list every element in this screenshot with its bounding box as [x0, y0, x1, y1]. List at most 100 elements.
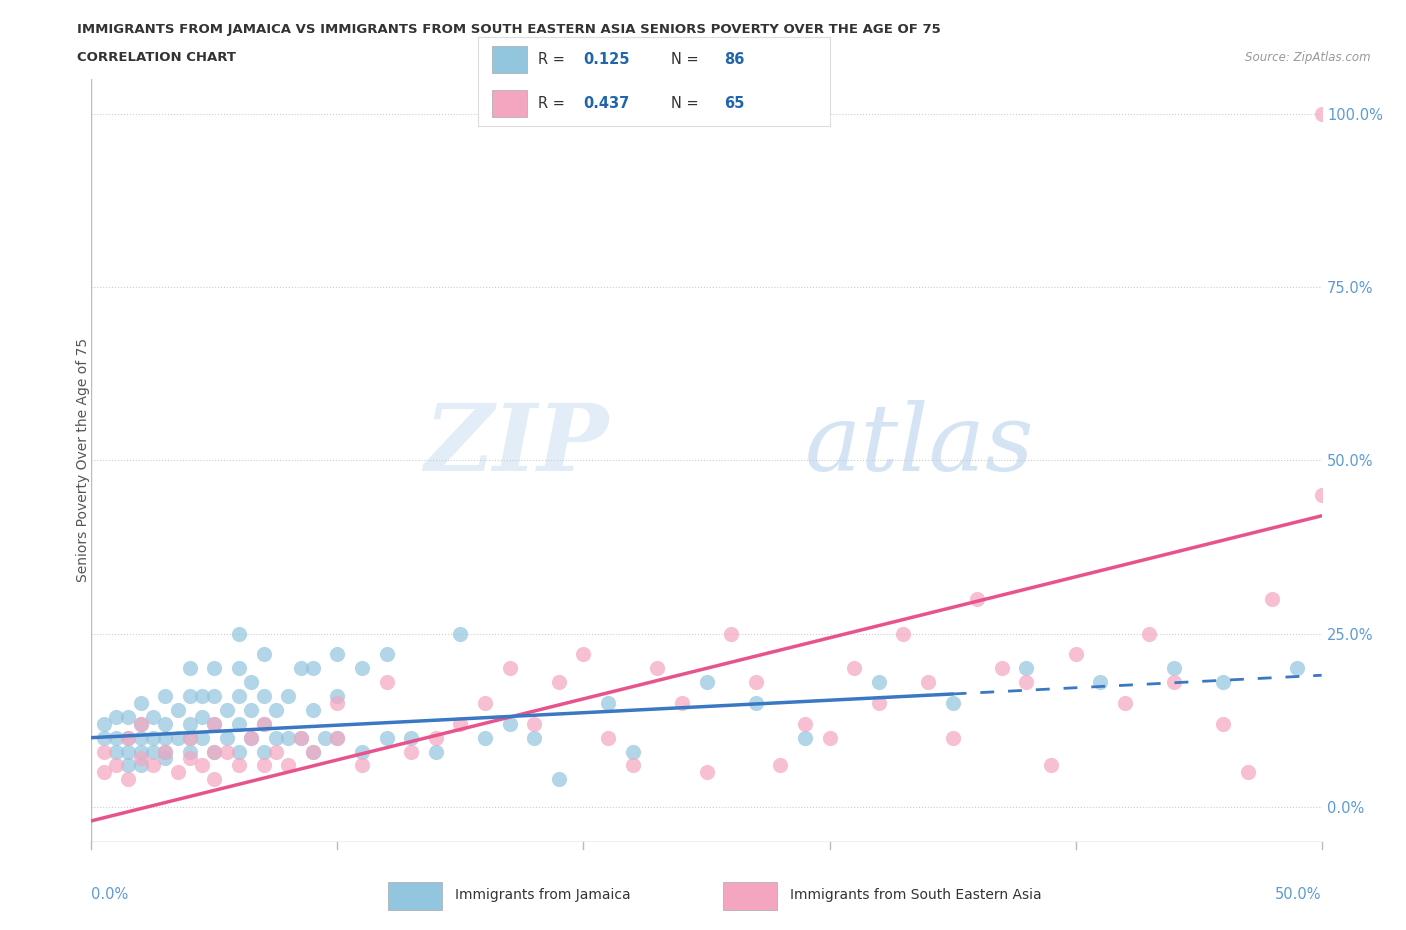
- Point: [1015, 661, 1038, 676]
- Point: [202, 716, 225, 731]
- Point: [117, 758, 139, 773]
- Point: [129, 751, 152, 766]
- Point: [129, 730, 152, 745]
- Point: [153, 751, 177, 766]
- Point: [253, 716, 276, 731]
- Point: [228, 744, 250, 759]
- Text: Immigrants from Jamaica: Immigrants from Jamaica: [456, 888, 631, 902]
- Point: [142, 758, 165, 773]
- Point: [547, 675, 569, 690]
- Point: [572, 647, 595, 662]
- Point: [191, 758, 214, 773]
- Point: [93, 744, 115, 759]
- FancyBboxPatch shape: [388, 883, 441, 910]
- Point: [105, 710, 127, 724]
- Point: [375, 730, 398, 745]
- Point: [129, 716, 152, 731]
- Point: [153, 730, 177, 745]
- Point: [179, 730, 201, 745]
- Text: 0.437: 0.437: [583, 96, 630, 111]
- Text: 0.0%: 0.0%: [91, 887, 128, 902]
- Point: [117, 710, 139, 724]
- Point: [117, 744, 139, 759]
- Point: [105, 730, 127, 745]
- Point: [264, 730, 287, 745]
- Point: [596, 730, 619, 745]
- Text: atlas: atlas: [804, 400, 1035, 490]
- Point: [191, 710, 214, 724]
- Point: [1015, 675, 1038, 690]
- Point: [375, 647, 398, 662]
- Point: [352, 661, 374, 676]
- Text: N =: N =: [672, 96, 703, 111]
- Point: [228, 758, 250, 773]
- Point: [1088, 675, 1111, 690]
- Point: [240, 730, 263, 745]
- Y-axis label: Seniors Poverty Over the Age of 75: Seniors Poverty Over the Age of 75: [76, 339, 90, 582]
- Point: [399, 730, 422, 745]
- Point: [769, 758, 792, 773]
- Point: [1212, 716, 1234, 731]
- Point: [1212, 675, 1234, 690]
- Point: [1064, 647, 1087, 662]
- Text: ZIP: ZIP: [423, 400, 607, 490]
- Point: [215, 730, 238, 745]
- Point: [93, 764, 115, 779]
- Point: [228, 688, 250, 703]
- Point: [105, 758, 127, 773]
- Point: [474, 696, 496, 711]
- Text: Source: ZipAtlas.com: Source: ZipAtlas.com: [1246, 51, 1371, 64]
- Point: [191, 730, 214, 745]
- Point: [352, 744, 374, 759]
- Point: [326, 688, 349, 703]
- Point: [301, 661, 323, 676]
- Point: [301, 744, 323, 759]
- Text: Immigrants from South Eastern Asia: Immigrants from South Eastern Asia: [790, 888, 1042, 902]
- Point: [240, 675, 263, 690]
- Point: [277, 688, 299, 703]
- Point: [153, 688, 177, 703]
- Text: N =: N =: [672, 52, 703, 67]
- Text: 0.125: 0.125: [583, 52, 630, 67]
- Point: [117, 730, 139, 745]
- Point: [842, 661, 865, 676]
- Point: [474, 730, 496, 745]
- Point: [449, 626, 471, 641]
- Point: [253, 647, 276, 662]
- Point: [301, 744, 323, 759]
- Point: [917, 675, 939, 690]
- Point: [129, 716, 152, 731]
- Point: [745, 696, 768, 711]
- Point: [117, 730, 139, 745]
- Point: [596, 696, 619, 711]
- Point: [966, 591, 988, 606]
- Point: [671, 696, 693, 711]
- Point: [326, 730, 349, 745]
- Point: [129, 744, 152, 759]
- Point: [793, 716, 815, 731]
- Text: CORRELATION CHART: CORRELATION CHART: [77, 51, 236, 64]
- Point: [191, 688, 214, 703]
- Point: [990, 661, 1012, 676]
- Point: [290, 730, 312, 745]
- Point: [264, 702, 287, 717]
- Point: [290, 730, 312, 745]
- Point: [264, 744, 287, 759]
- Point: [621, 758, 644, 773]
- Point: [166, 764, 188, 779]
- Point: [1114, 696, 1136, 711]
- Point: [399, 744, 422, 759]
- Point: [202, 716, 225, 731]
- Point: [202, 744, 225, 759]
- Point: [117, 772, 139, 787]
- Point: [523, 730, 546, 745]
- Point: [547, 772, 569, 787]
- Text: 86: 86: [724, 52, 744, 67]
- Point: [425, 744, 447, 759]
- Point: [1261, 591, 1284, 606]
- Text: 65: 65: [724, 96, 744, 111]
- Point: [352, 758, 374, 773]
- Point: [326, 730, 349, 745]
- Point: [179, 716, 201, 731]
- Point: [314, 730, 336, 745]
